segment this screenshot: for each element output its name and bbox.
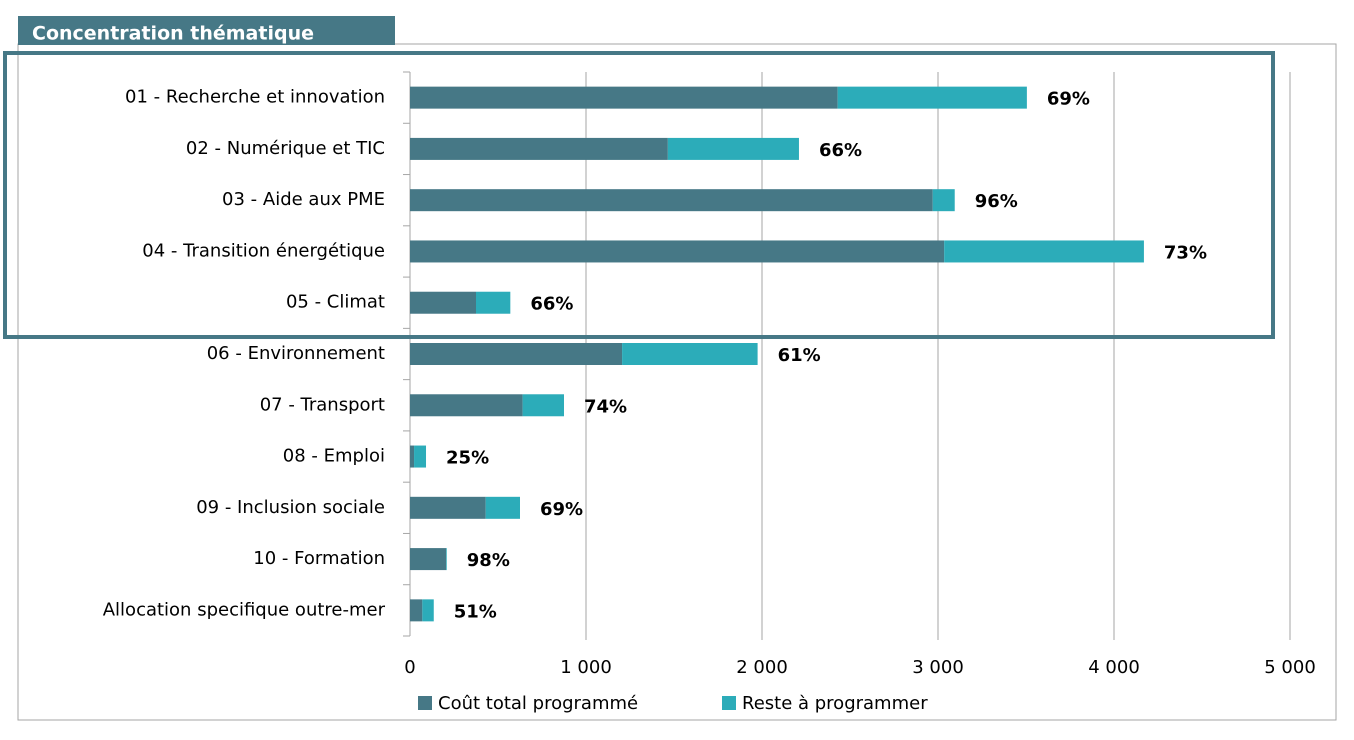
bar-segment [410, 445, 415, 468]
y-tick-label: 02 - Numérique et TIC [186, 138, 385, 159]
y-tick-label: 03 - Aide aux PME [222, 189, 385, 210]
bar-segment [944, 240, 1144, 263]
annotation: 66% [530, 294, 573, 315]
chart-title: Concentration thématique [32, 23, 314, 45]
bar-segment [410, 291, 476, 314]
x-tick-label: 5 000 [1264, 657, 1316, 678]
bar-segment [410, 189, 933, 212]
annotation: 69% [1047, 89, 1090, 110]
x-tick-label: 1 000 [560, 657, 612, 678]
y-tick-label: 08 - Emploi [283, 446, 385, 467]
y-tick-label: Allocation specifique outre-mer [103, 599, 386, 620]
annotation: 51% [454, 601, 497, 622]
annotation: 96% [975, 191, 1018, 212]
bar-segment [410, 599, 423, 622]
bar-segment [410, 394, 523, 417]
bar-segment [410, 137, 668, 160]
bar-segment [932, 189, 955, 212]
bar-segment [422, 599, 434, 622]
annotation: 66% [819, 140, 862, 161]
bar-segment [522, 394, 564, 417]
legend-swatch [722, 696, 736, 710]
x-tick-label: 3 000 [912, 657, 964, 678]
bar-segment [410, 343, 623, 365]
bar-segment [446, 548, 447, 571]
bar-segment [410, 86, 838, 109]
x-tick-label: 4 000 [1088, 657, 1140, 678]
annotation: 98% [467, 550, 510, 571]
y-tick-label: 04 - Transition énergétique [142, 240, 385, 261]
annotation: 61% [778, 345, 821, 366]
bar-segment [410, 548, 447, 571]
x-tick-label: 0 [404, 657, 415, 678]
y-tick-label: 06 - Environnement [207, 343, 385, 364]
y-tick-label: 07 - Transport [260, 394, 385, 415]
bar-segment [622, 343, 758, 365]
bar-segment [476, 291, 511, 314]
bar-segment [485, 496, 520, 519]
bar-segment [414, 445, 427, 468]
x-tick-label: 2 000 [736, 657, 788, 678]
y-tick-label: 05 - Climat [286, 292, 385, 313]
annotation: 73% [1164, 242, 1207, 263]
bar-segment [667, 137, 799, 160]
annotation: 25% [446, 448, 489, 469]
y-tick-label: 01 - Recherche et innovation [125, 87, 385, 108]
chart-border [17, 43, 1337, 721]
highlight-box [3, 51, 1275, 339]
annotation: 74% [584, 396, 627, 417]
legend-label: Coût total programmé [438, 693, 638, 714]
y-tick-label: 10 - Formation [253, 548, 385, 569]
legend-label: Reste à programmer [742, 693, 928, 714]
annotation: 69% [540, 499, 583, 520]
bar-segment [410, 496, 486, 519]
bar-segment [410, 240, 945, 263]
y-tick-label: 09 - Inclusion sociale [196, 497, 385, 518]
title-tab [18, 16, 395, 45]
plot: 0 1 000 2 000 3 000 4 000 5 000 01 - Recherche… [103, 71, 1316, 714]
bar-segment [837, 86, 1027, 109]
legend-swatch [418, 696, 432, 710]
